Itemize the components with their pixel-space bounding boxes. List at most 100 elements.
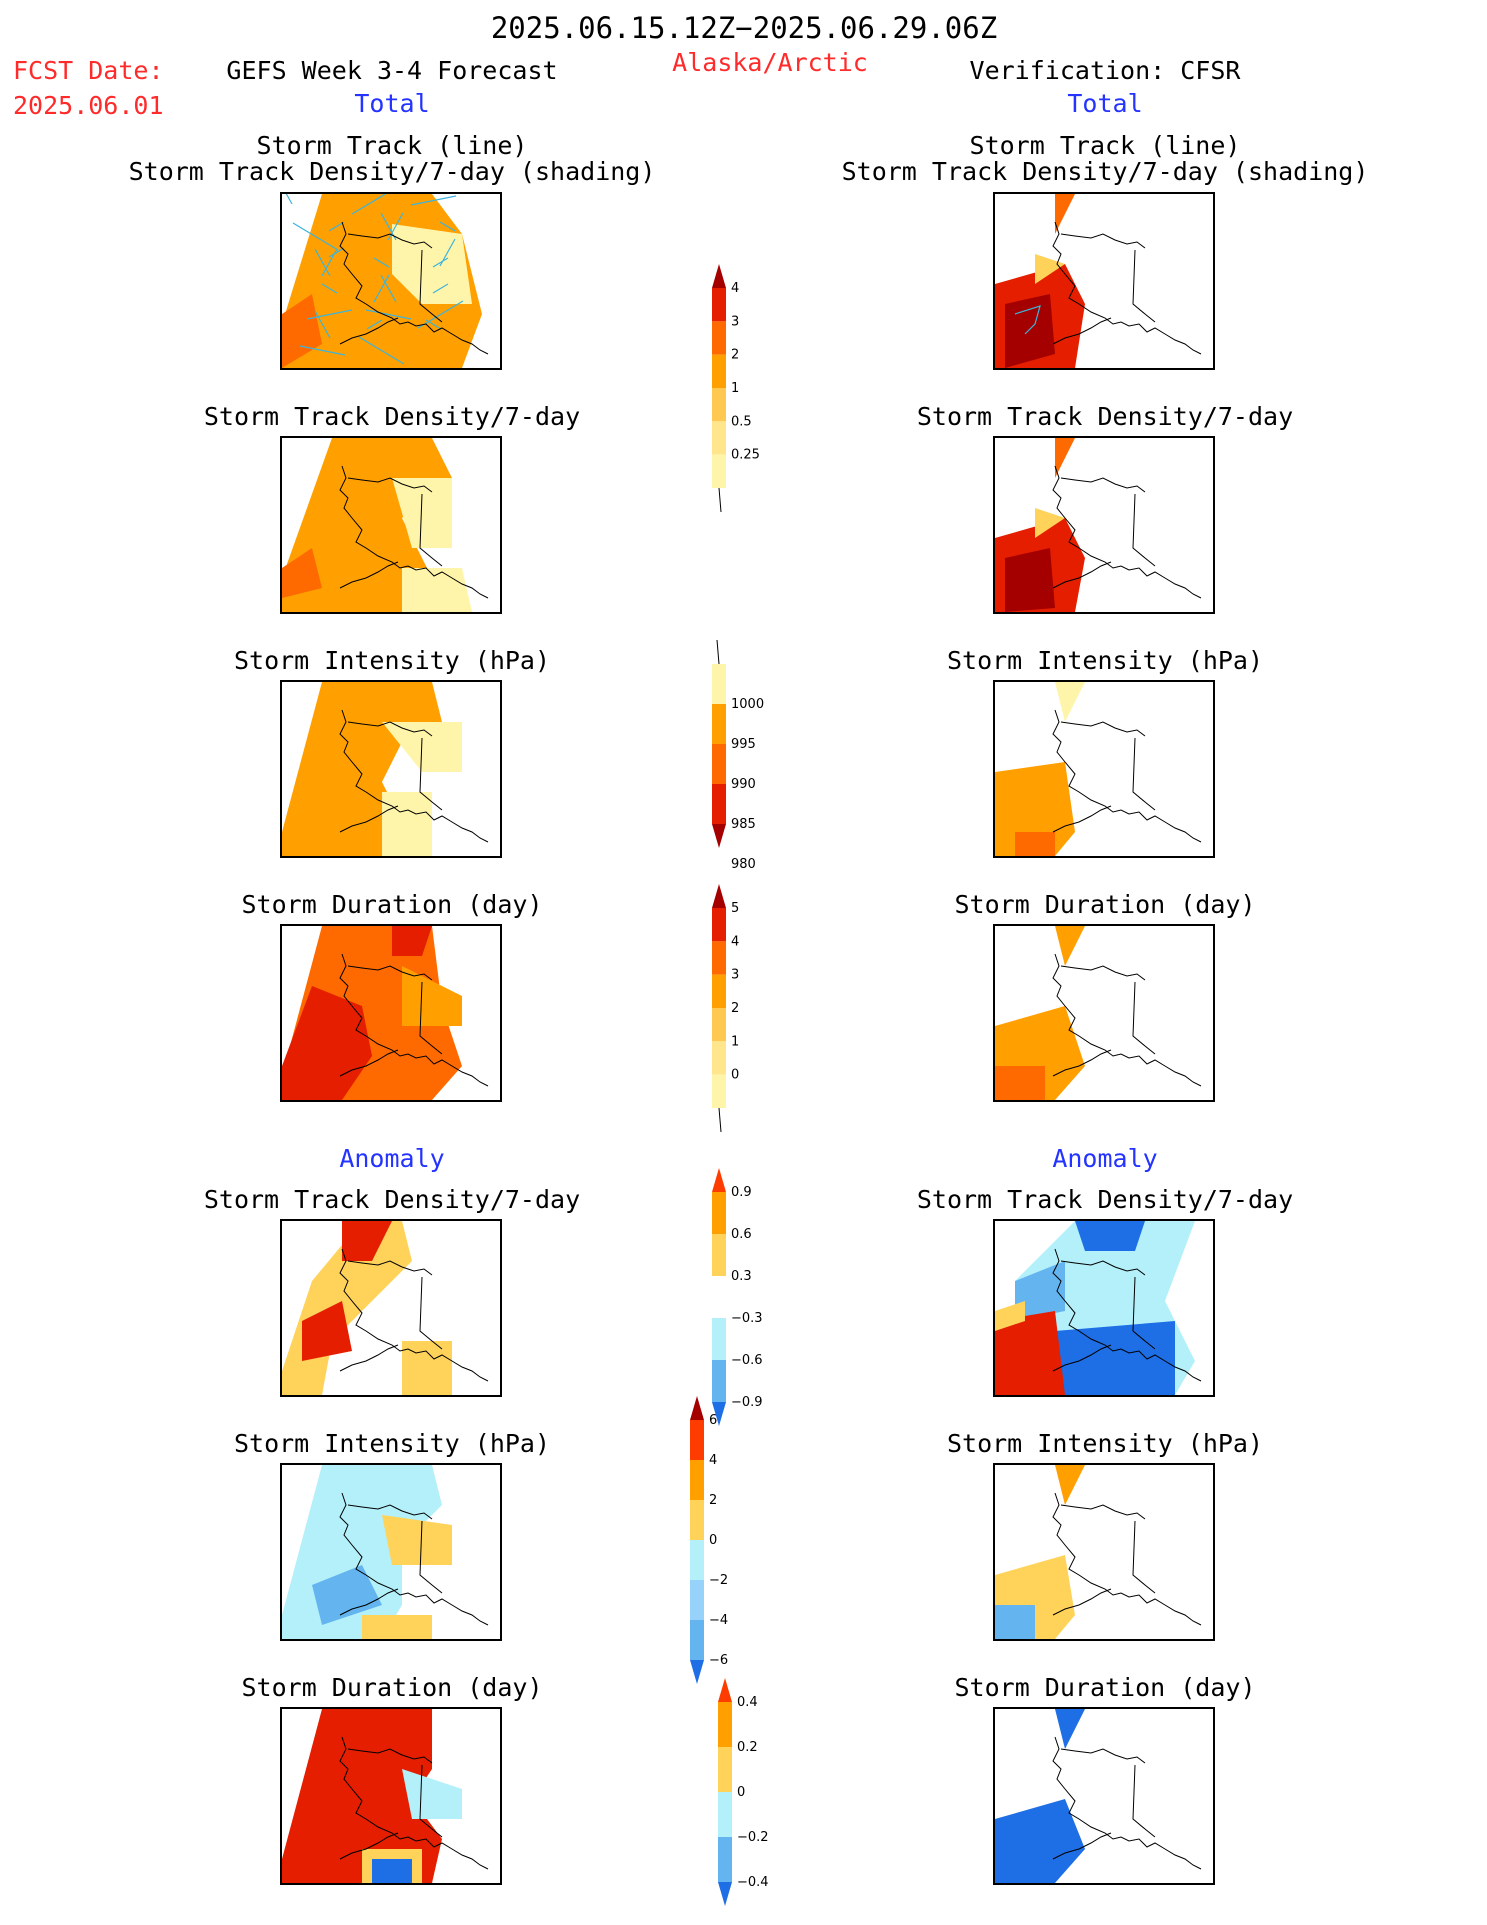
coastline	[339, 1049, 399, 1077]
coastline	[347, 721, 433, 737]
colorbar-segment	[690, 1540, 704, 1580]
colorbar-tick-label: 6	[709, 1413, 717, 1428]
storm-track-line	[328, 247, 345, 258]
panel-title-line: Storm Track (line)	[256, 131, 528, 160]
colorbar-extend-bottom	[712, 1402, 726, 1426]
map-panel-gefs-density-anom	[280, 1219, 502, 1397]
left-total-label: Total	[354, 89, 430, 118]
coastline	[1052, 221, 1202, 355]
colorbar-segment	[690, 1580, 704, 1620]
border-line	[1132, 1764, 1156, 1838]
coastline	[339, 805, 399, 833]
colorbar-segment	[690, 1500, 704, 1540]
coastline	[1060, 1504, 1146, 1520]
map-panel-cfsr-track-total	[993, 192, 1215, 370]
panel-title-density: Storm Track Density/7-day	[916, 402, 1294, 431]
colorbar-tick-label: 995	[731, 737, 756, 752]
map-panel-gefs-intensity-total	[280, 680, 502, 858]
coastline	[1060, 965, 1146, 981]
colorbar-tick-label: 0	[731, 1068, 739, 1083]
colorbar-segment	[712, 664, 726, 704]
coastline	[339, 1588, 399, 1616]
colorbar-tick-label: 0.4	[737, 1695, 758, 1710]
storm-track-line	[292, 222, 339, 251]
colorbar-extend-bottom	[690, 1660, 704, 1684]
colorbar-extend-bottom	[718, 1882, 732, 1906]
panel-title-density: Storm Track Density/7-day	[203, 402, 581, 431]
shaded-region	[312, 1565, 382, 1625]
shaded-region	[282, 294, 322, 368]
colorbar-duration-anomaly: 0.4 0.2 0 −0.2 −0.4	[718, 1678, 778, 1920]
coastline	[339, 1492, 489, 1626]
storm-track-line	[365, 309, 412, 320]
left-column-title: GEFS Week 3-4 Forecast	[226, 56, 558, 85]
colorbar-segment	[712, 1041, 726, 1075]
storm-track-line	[285, 194, 293, 205]
coastline	[1052, 805, 1112, 833]
coastline	[1052, 1344, 1112, 1372]
shaded-region	[362, 1615, 432, 1639]
colorbar-tick-label: 1000	[731, 697, 764, 712]
coastline	[1052, 953, 1202, 1087]
colorbar-segment	[718, 1792, 732, 1837]
colorbar-segment	[718, 1747, 732, 1792]
colorbar-tick-label: −2	[709, 1573, 728, 1588]
coastline	[339, 317, 399, 345]
colorbar-tick-label: 0.25	[731, 448, 760, 463]
right-total-label: Total	[1067, 89, 1143, 118]
colorbar-extend-top	[690, 1396, 704, 1420]
colorbar-segment	[690, 1620, 704, 1660]
map-panel-gefs-duration-anom	[280, 1707, 502, 1885]
map-panel-cfsr-duration-anom	[993, 1707, 1215, 1885]
border-line	[1132, 1276, 1156, 1350]
colorbar-duration: 5 4 3 2 1 0	[712, 884, 772, 1146]
panel-title-duration: Storm Duration (day)	[241, 890, 543, 919]
storm-track-line	[373, 257, 390, 268]
coastline	[1060, 477, 1146, 493]
colorbar-density-anomaly: 0.9 0.6 0.3 −0.3 −0.6 −0.9	[712, 1168, 772, 1440]
storm-track-line	[432, 283, 449, 294]
storm-track-line	[328, 221, 345, 232]
shaded-region	[995, 1066, 1045, 1100]
shaded-region	[382, 792, 432, 856]
shaded-region	[1055, 1709, 1085, 1749]
colorbar-segment	[712, 454, 726, 488]
colorbar-segment	[712, 1234, 726, 1276]
shaded-region	[1055, 926, 1085, 966]
colorbar-tick-label: 0.9	[731, 1185, 752, 1200]
shaded-region	[1035, 508, 1065, 538]
colorbar-tick-label: −0.6	[731, 1353, 763, 1368]
colorbar-tick-label: 5	[731, 901, 739, 916]
storm-track-line	[366, 319, 383, 330]
colorbar-segment	[712, 1276, 726, 1318]
colorbar-end-line	[718, 487, 722, 513]
coastline	[1052, 1832, 1112, 1860]
colorbar-end-line	[718, 1107, 722, 1133]
map-panel-cfsr-density-anom	[993, 1219, 1215, 1397]
colorbar-tick-label: 4	[731, 934, 739, 949]
map-panel-cfsr-density-total	[993, 436, 1215, 614]
colorbar-segment	[712, 974, 726, 1008]
colorbar-extend-top	[712, 1168, 726, 1192]
storm-track-line	[380, 274, 397, 303]
coastline	[347, 1260, 433, 1276]
storm-track-line	[387, 212, 404, 241]
colorbar-segment	[712, 1318, 726, 1360]
storm-track-line	[358, 336, 405, 365]
colorbar-tick-label: −4	[709, 1613, 728, 1628]
right-anomaly-label: Anomaly	[1052, 1144, 1158, 1173]
border-line	[419, 249, 443, 323]
colorbar-tick-label: −6	[709, 1653, 728, 1668]
shaded-region	[1055, 682, 1085, 722]
colorbar-segment	[712, 421, 726, 455]
date-range-title: 2025.06.15.12Z−2025.06.29.06Z	[490, 11, 998, 45]
colorbar-tick-label: 1	[731, 381, 739, 396]
panel-title-density: Storm Track Density/7-day	[916, 1185, 1294, 1214]
colorbar-segment	[718, 1837, 732, 1882]
shaded-region	[995, 1799, 1085, 1883]
coastline	[347, 965, 433, 981]
shaded-region	[995, 1605, 1035, 1639]
colorbar-tick-label: 980	[731, 857, 756, 872]
coastline	[1052, 1248, 1202, 1382]
shaded-region	[302, 1301, 352, 1361]
